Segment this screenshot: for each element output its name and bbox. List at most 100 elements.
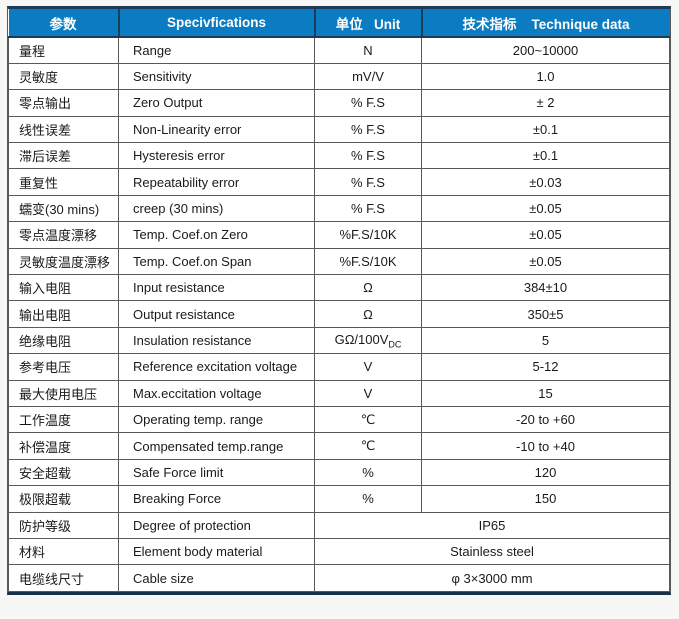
unit-cell: GΩ/100VDC [314, 326, 422, 355]
unit-text: Ω [363, 306, 373, 322]
table-row: 灵敏度温度漂移 Temp. Coef.on Span %F.S/10K ±0.05 [8, 247, 670, 276]
value-cell: 200~10000 [421, 36, 670, 64]
value-cell: IP65 [314, 511, 670, 539]
unit-cell: ℃ [314, 405, 422, 434]
unit-subscript: DC [388, 339, 402, 350]
table-row: 线性误差 Non-Linearity error % F.S ±0.1 [8, 115, 670, 144]
unit-cell: ℃ [314, 432, 422, 460]
table-row: 安全超载 Safe Force limit% 120 [8, 458, 670, 487]
value-cell: 350±5 [421, 300, 670, 328]
value-cell: 150 [421, 485, 670, 513]
param-name-cn: 安全超载 [8, 458, 119, 487]
param-name-en: Compensated temp.range [118, 432, 315, 460]
param-name-en: Element body material [118, 537, 315, 566]
param-name-cn: 灵敏度 [8, 62, 119, 91]
unit-cell: V [314, 353, 422, 381]
unit-text: % F.S [351, 121, 385, 137]
param-name-cn: 工作温度 [8, 405, 119, 434]
value-cell: ±0.1 [421, 142, 670, 170]
unit-cell: % F.S [314, 168, 422, 196]
param-name-en: Operating temp. range [118, 405, 315, 434]
table-row: 材料 Element body material Stainless steel [8, 537, 670, 566]
header-technique-data: 技术指标 Technique data [420, 9, 670, 38]
param-name-cn: 蠕变(30 mins) [8, 194, 119, 223]
param-name-en: Max.eccitation voltage [118, 379, 315, 407]
unit-cell: % F.S [314, 194, 422, 223]
param-name-cn: 输入电阻 [8, 274, 119, 302]
spec-table-container: 参数 Specivfications 单位 Unit 技术指标 Techniqu… [7, 6, 671, 595]
unit-text: % F.S [351, 201, 385, 217]
unit-cell: mV/V [314, 62, 422, 91]
unit-cell: Ω [314, 300, 422, 328]
unit-cell: N [314, 36, 422, 64]
param-name-cn: 补偿温度 [8, 432, 119, 460]
unit-cell: % F.S [314, 142, 422, 170]
unit-text: GΩ/100V [334, 331, 389, 347]
param-name-cn: 电缆线尺寸 [8, 564, 119, 592]
param-name-en: Cable size [118, 564, 315, 592]
unit-text: % F.S [351, 95, 385, 111]
param-name-cn: 极限超载 [8, 485, 119, 513]
table-header: 参数 Specivfications 单位 Unit 技术指标 Techniqu… [8, 9, 670, 38]
value-cell: 384±10 [421, 274, 670, 302]
param-name-en: Range [118, 36, 315, 64]
unit-cell: %F.S/10K [314, 221, 422, 249]
param-name-en: Insulation resistance [118, 326, 315, 355]
unit-text: Ω [363, 280, 373, 296]
param-name-cn: 输出电阻 [8, 300, 119, 328]
param-name-cn: 最大使用电压 [8, 379, 119, 407]
value-cell: -10 to +40 [421, 432, 670, 460]
param-name-en: Breaking Force [118, 485, 315, 513]
param-name-en: Degree of protection [118, 511, 315, 539]
unit-text: % F.S [351, 174, 385, 190]
param-name-cn: 零点输出 [8, 89, 119, 117]
param-name-cn: 参考电压 [8, 353, 119, 381]
table-row: 重复性 Repeatability error % F.S ±0.03 [8, 168, 670, 196]
param-name-en: Non-Linearity error [118, 115, 315, 144]
value-cell: 5 [421, 326, 670, 355]
param-name-en: Sensitivity [118, 62, 315, 91]
unit-text: % [362, 491, 374, 507]
param-name-cn: 滞后误差 [8, 142, 119, 170]
param-name-cn: 防护等级 [8, 511, 119, 539]
unit-cell: % F.S [314, 89, 422, 117]
value-cell: 15 [421, 379, 670, 407]
param-name-en: Repeatability error [118, 168, 315, 196]
unit-text: ℃ [360, 411, 376, 427]
unit-text: ℃ [360, 438, 376, 454]
unit-cell: % F.S [314, 115, 422, 144]
value-cell: -20 to +60 [421, 405, 670, 434]
header-specifications: Specivfications [117, 9, 315, 38]
value-cell: 5-12 [421, 353, 670, 381]
header-param: 参数 [8, 9, 119, 38]
table-row: 参考电压 Reference excitation voltage V 5-12 [8, 353, 670, 381]
value-cell: 1.0 [421, 62, 670, 91]
param-name-en: Temp. Coef.on Span [118, 247, 315, 276]
value-cell: φ 3×3000 mm [314, 564, 670, 592]
unit-text: V [363, 359, 373, 375]
unit-text: %F.S/10K [339, 253, 397, 269]
param-name-cn: 零点温度漂移 [8, 221, 119, 249]
param-name-cn: 材料 [8, 537, 119, 566]
table-row: 蠕变(30 mins) creep (30 mins) % F.S ±0.05 [8, 194, 670, 223]
param-name-en: Reference excitation voltage [118, 353, 315, 381]
unit-text: %F.S/10K [339, 227, 397, 243]
param-name-en: Hysteresis error [118, 142, 315, 170]
table-row: 补偿温度 Compensated temp.range ℃ -10 to +40 [8, 432, 670, 460]
param-name-cn: 绝缘电阻 [8, 326, 119, 355]
table-row: 电缆线尺寸 Cable size φ 3×3000 mm [8, 564, 670, 592]
param-name-cn: 线性误差 [8, 115, 119, 144]
value-cell: Stainless steel [314, 537, 670, 566]
table-row: 防护等级 Degree of protection IP65 [8, 511, 670, 539]
value-cell: ±0.1 [421, 115, 670, 144]
spec-table: 参数 Specivfications 单位 Unit 技术指标 Techniqu… [8, 9, 670, 592]
unit-cell: % [314, 485, 422, 513]
unit-cell: % [314, 458, 422, 487]
value-cell: ±0.05 [421, 221, 670, 249]
param-name-en: creep (30 mins) [118, 194, 315, 223]
table-row: 输入电阻 Input resistance Ω 384±10 [8, 274, 670, 302]
table-row: 滞后误差 Hysteresis error % F.S ±0.1 [8, 142, 670, 170]
unit-cell: Ω [314, 274, 422, 302]
table-row: 绝缘电阻 Insulation resistance GΩ/100VDC 5 [8, 326, 670, 355]
table-row: 工作温度 Operating temp. range ℃ -20 to +60 [8, 405, 670, 434]
